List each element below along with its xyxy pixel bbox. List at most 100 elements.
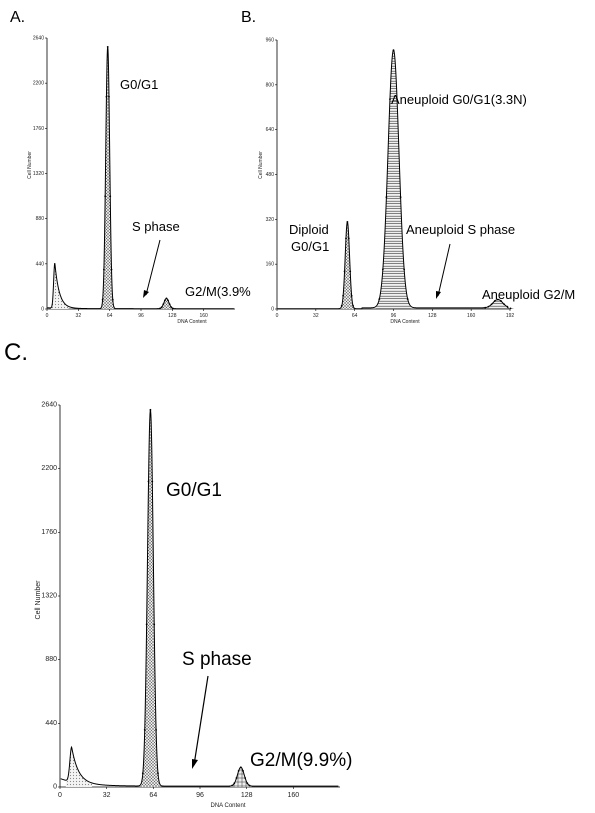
panel-b: B. Cell Number DNA Content 0160320480640…	[241, 9, 575, 325]
panel-a-curve-point	[167, 299, 169, 302]
panel-a-s-phase-arrowhead	[143, 290, 149, 298]
panel-a-curve-point	[170, 306, 173, 309]
panel-c-curve-point	[151, 480, 154, 483]
panel-a-curve-point	[105, 95, 108, 98]
panel-c-ylabel: Cell Number	[35, 580, 42, 620]
panel-b-y-tick-label: 480	[266, 172, 275, 178]
panel-a-x-tick-label: 64	[107, 313, 113, 319]
panel-b-diploid-annotation-line2: G0/G1	[291, 239, 329, 254]
panel-b-label: B.	[241, 9, 256, 26]
panel-b-curve-point	[392, 49, 395, 51]
panel-c-x-tick-label: 32	[103, 792, 111, 799]
panel-a-curve-point	[165, 297, 168, 300]
panel-c-curve-point	[141, 772, 144, 775]
panel-b-curve-point	[352, 304, 354, 307]
panel-b-curve-point	[503, 303, 506, 306]
panel-b-curve-point	[406, 298, 409, 300]
panel-c-xlabel: DNA Content	[210, 803, 245, 809]
panel-c-y-tick-label: 2200	[41, 465, 57, 472]
panel-a-y-tick-label: 2640	[33, 36, 44, 42]
panel-a-curve-point	[102, 268, 105, 271]
panel-a-curve-point	[104, 195, 107, 198]
panel-a-curve-point	[160, 306, 163, 309]
panel-a-curve-point	[108, 95, 110, 98]
panel-a-x-tick-label: 32	[76, 313, 82, 319]
panel-b-x-tick-label: 128	[428, 313, 437, 319]
panel-b-y-tick-label: 0	[271, 307, 274, 313]
panel-b-curve-point	[342, 294, 345, 297]
panel-c-x-tick-label: 96	[196, 792, 204, 799]
panel-c-peak-g0-g1	[141, 409, 160, 787]
panel-a-curve-point	[168, 303, 171, 306]
panel-c-x-ticks: 0 32 64 96 128 160	[58, 787, 299, 799]
panel-b-x-tick-label: 160	[467, 313, 476, 319]
panel-c-curve-point	[155, 728, 158, 731]
panel-a-x-tick-label: 160	[199, 313, 208, 319]
panel-b-curve-point	[385, 196, 388, 199]
panel-b-diploid-annotation-line1: Diploid	[289, 222, 329, 237]
panel-a-s-phase-annotation: S phase	[132, 219, 180, 234]
panel-b-histogram	[276, 40, 514, 310]
panel-b-curve-point	[490, 303, 493, 306]
panel-b-curve-point	[500, 300, 502, 302]
panel-b-x-tick-label: 64	[352, 313, 358, 319]
panel-b-peak-aneuploid-g2-m	[482, 299, 514, 309]
panel-b-aneuploid-s-annotation: Aneuploid S phase	[406, 222, 515, 237]
panel-c-y-tick-label: 440	[45, 720, 57, 727]
panel-b-curve-point	[509, 307, 512, 310]
panel-b-y-tick-label: 640	[266, 127, 275, 133]
panel-c-s-phase-arrowhead	[192, 759, 198, 769]
panel-c-y-tick-label: 1760	[41, 529, 57, 536]
panel-a-curve-point	[163, 299, 166, 302]
panel-b-y-tick-label: 960	[266, 38, 275, 44]
panel-c-curve-point	[233, 782, 236, 785]
panel-c-y-tick-label: 0	[53, 784, 57, 791]
panel-c-x-tick-label: 0	[58, 792, 62, 799]
panel-a-g0g1-annotation: G0/G1	[120, 77, 158, 92]
panel-a-curve-point	[171, 307, 174, 310]
panel-b-x-tick-label: 0	[276, 313, 279, 319]
panel-c-curve-point	[248, 784, 251, 787]
panel-c-peak-debris	[65, 747, 93, 787]
panel-a-histogram	[46, 38, 235, 310]
panel-b-x-tick-label: 32	[313, 313, 319, 319]
panel-c-curve-point	[244, 777, 247, 779]
panel-b-curve-point	[381, 268, 384, 271]
panel-a-x-tick-label: 128	[168, 313, 177, 319]
panel-c-x-tick-label: 160	[287, 792, 299, 799]
panel-a-x-tick-label: 0	[46, 313, 49, 319]
panel-b-curve-point	[506, 305, 509, 308]
panel-c-curve-point	[153, 623, 156, 626]
panel-a-curve-point	[106, 46, 109, 48]
panel-c-y-ticks: 0 440 880 1320 1760 2200 2640	[41, 402, 60, 791]
panel-a-xlabel: DNA Content	[177, 319, 207, 325]
panel-a-g2m-annotation: G2/M(3.9%	[185, 284, 251, 299]
panel-a-label: A.	[10, 9, 25, 26]
panel-b-curve-point	[347, 237, 350, 240]
panel-c-curve-point	[145, 623, 148, 626]
panel-a-x-tick-label: 96	[138, 313, 144, 319]
panel-a-curve-point	[159, 307, 161, 310]
panel-b-aneuploid-g0g1-annotation: Aneuploid G0/G1(3.3N)	[391, 92, 527, 107]
panel-c-curve-point	[235, 777, 238, 779]
panel-c-y-tick-label: 880	[45, 656, 57, 663]
panel-a-y-ticks: 0 440 880 1320 1760 2200 2640	[33, 36, 47, 313]
panel-b-xlabel: DNA Content	[390, 319, 420, 325]
panel-c-curve-point	[246, 782, 249, 785]
panel-c-x-tick-label: 64	[149, 792, 157, 799]
panel-b-ylabel: Cell Number	[258, 151, 264, 179]
panel-b-aneuploid-s-arrow	[437, 243, 451, 297]
panel-b-aneuploid-s-arrowhead	[436, 291, 441, 299]
panel-c-label: C.	[4, 339, 28, 366]
panel-b-curve-point	[389, 98, 391, 101]
panel-a-s-phase-arrow	[145, 239, 161, 296]
panel-c-s-phase-annotation: S phase	[182, 649, 252, 670]
panel-b-curve-point	[340, 304, 343, 307]
panel-b-y-tick-label: 160	[266, 262, 275, 268]
panel-a-y-tick-label: 0	[41, 307, 44, 313]
panel-a-peak-debris	[50, 262, 69, 309]
panel-b-curve-point	[399, 196, 402, 199]
panel-b-y-tick-label: 800	[266, 82, 275, 88]
panel-a-curve-point	[109, 195, 112, 198]
